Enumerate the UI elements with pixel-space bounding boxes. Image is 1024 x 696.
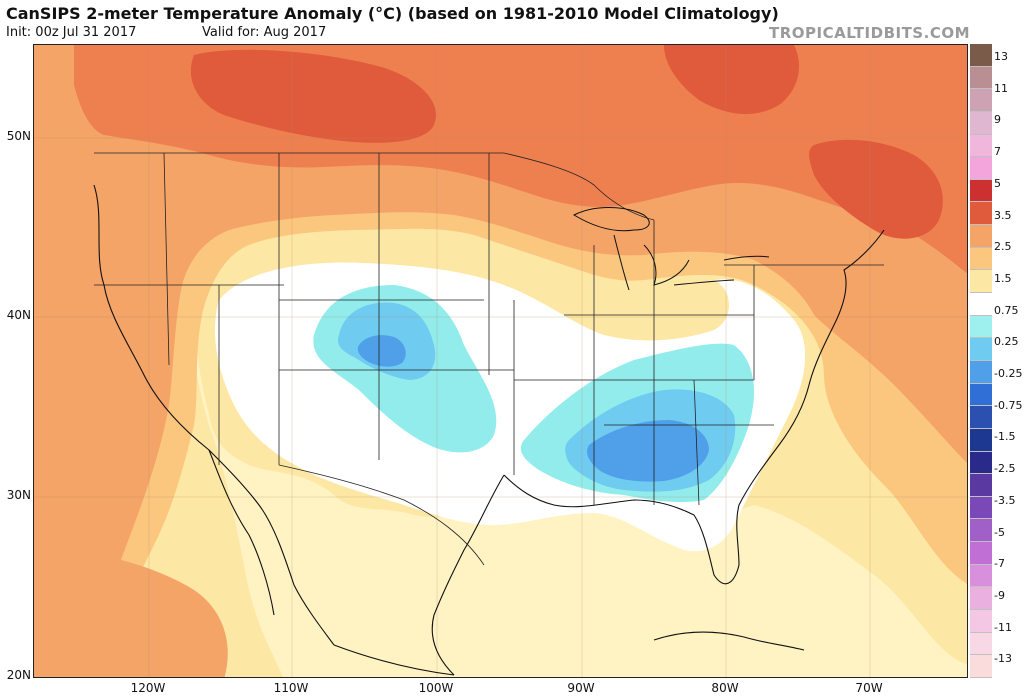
colorbar-swatch [970,610,992,633]
colorbar-swatch [970,89,992,112]
colorbar-swatch [970,44,992,67]
lakes [572,207,770,291]
colorbar-label: -3.5 [994,493,1016,507]
colorbar-swatch [970,428,992,452]
colorbar-swatch [970,338,992,361]
fill-cool-1-5-west [357,335,406,367]
colorbar-swatch [970,564,992,588]
fill-warm-3-5-west [190,49,436,143]
lon-label-70w: 70W [855,681,883,695]
lon-label-120w: 120W [130,681,166,695]
colorbar-label: -1.5 [994,430,1016,444]
fill-warm-3-5-ne [664,45,799,115]
colorbar-label: -2.5 [994,462,1016,476]
colorbar-swatch [970,451,992,475]
lon-label-80w: 80W [711,681,739,695]
brand-watermark: TROPICALTIDBITS.COM [769,24,970,42]
colorbar-label: 9 [994,113,1001,127]
colorbar-label: 11 [994,81,1008,95]
lat-label-30n: 30N [6,488,31,502]
colorbar-label: -9 [994,588,1005,602]
colorbar-label: 1.5 [994,271,1012,285]
colorbar-swatch [970,360,992,384]
colorbar-label: 5 [994,176,1001,190]
colorbar-label: -0.25 [994,367,1023,380]
colorbar-label: -11 [994,620,1012,634]
colorbar-swatch [970,632,992,656]
colorbar-swatch [970,202,992,226]
valid-time: Valid for: Aug 2017 [202,25,327,40]
lat-label-40n: 40N [6,308,31,322]
fill-warm-1-5 [34,45,967,677]
colorbar-label: 0.25 [994,335,1019,349]
colorbar-swatch [970,293,992,316]
colorbar-swatch [970,315,992,339]
lat-label-20n: 20N [6,668,31,682]
fill-cool-1-5-se [587,420,709,482]
colorbar-label: -13 [994,652,1012,666]
colorbar-swatch [970,587,992,611]
anomaly-map[interactable] [33,44,968,678]
colorbar-swatch [970,383,992,407]
colorbar-swatch [970,406,992,429]
map-title: CanSIPS 2-meter Temperature Anomaly (°C)… [6,4,779,23]
colorbar-swatch [970,134,992,158]
colorbar-swatch [970,542,992,565]
lat-label-50n: 50N [6,129,31,143]
colorbar-label: -5 [994,525,1005,539]
colorbar-label: -7 [994,557,1005,571]
colorbar-swatch [970,247,992,271]
init-time: Init: 00z Jul 31 2017 [6,25,137,40]
colorbar-swatch [970,519,992,543]
colorbar-swatch [970,474,992,497]
colorbar-swatch [970,655,992,678]
graticule [34,45,967,677]
fill-warm-sw [34,545,228,677]
colorbar-label: 0.75 [994,303,1019,317]
colorbar-swatch [970,157,992,180]
colorbar-swatch [970,225,992,248]
colorbar-label: 3.5 [994,208,1012,222]
colorbar-swatch [970,111,992,135]
colorbar-label: -0.75 [994,398,1023,412]
colorbar-label: 13 [994,50,1008,63]
colorbar [970,44,992,678]
state-borders [94,152,884,566]
lon-label-110w: 110W [273,681,309,695]
fill-warm-3-5-east [809,139,943,239]
colorbar-swatch [970,270,992,294]
lon-label-100w: 100W [418,681,454,695]
colorbar-label: 2.5 [994,240,1012,254]
colorbar-label: 7 [994,145,1001,159]
colorbar-swatch [970,179,992,203]
colorbar-swatch [970,496,992,520]
lon-label-90w: 90W [567,681,595,695]
colorbar-swatch [970,66,992,90]
map-canvas [34,45,967,677]
